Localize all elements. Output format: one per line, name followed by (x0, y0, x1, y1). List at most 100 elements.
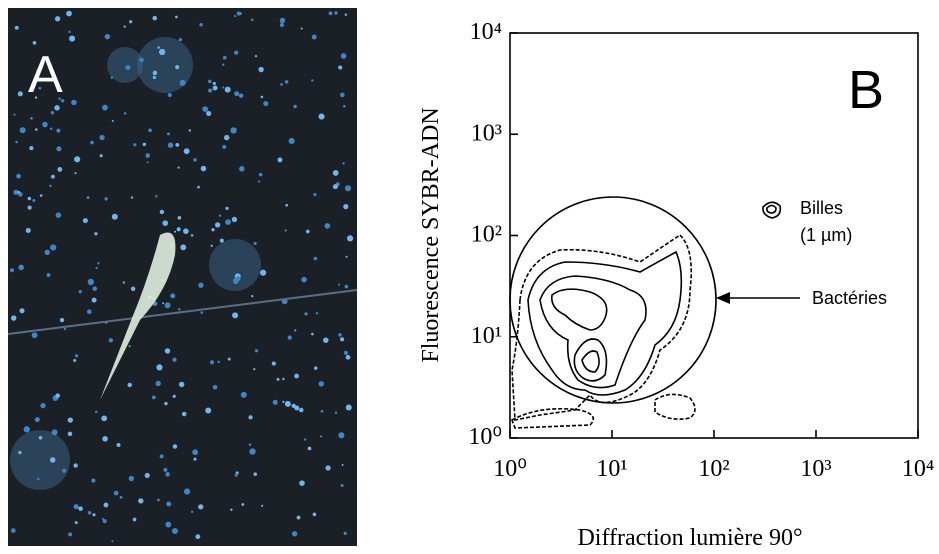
bacterium (190, 234, 194, 237)
bacterium (57, 166, 63, 172)
bacterium (167, 142, 174, 148)
bacterium (51, 429, 58, 436)
annotation: (1 µm) (800, 225, 852, 245)
bacterium (208, 79, 212, 84)
bacterium (18, 264, 24, 271)
bacterium (343, 104, 346, 108)
bacterium (177, 166, 180, 169)
bacterium (148, 128, 152, 133)
bacterium (294, 405, 300, 411)
bacterium (27, 205, 32, 210)
bacterium (307, 446, 312, 451)
bacterium (108, 338, 114, 343)
bacterium (91, 478, 96, 483)
bacterium (345, 255, 348, 258)
bacterium (209, 360, 215, 365)
bacterium (67, 417, 73, 423)
bacterium (159, 209, 165, 215)
bacterium (175, 65, 180, 70)
bacterium (320, 409, 324, 413)
bacterium (14, 25, 19, 30)
bacterium (74, 156, 81, 163)
bacterium (287, 335, 292, 340)
bacterium (61, 99, 65, 103)
bacterium (338, 432, 345, 439)
arrow-head (716, 292, 730, 304)
bacterium (152, 75, 156, 80)
bacterium (344, 185, 352, 192)
bacterium (319, 435, 323, 438)
bacterium (179, 79, 186, 86)
bacterium (311, 79, 314, 82)
bacterium (50, 174, 55, 179)
bacterium (103, 502, 109, 508)
bacterium (235, 276, 241, 282)
bacterium (193, 158, 197, 162)
bacterium (271, 361, 276, 366)
y-tick-label: 10¹ (471, 323, 502, 349)
bacterium (225, 206, 229, 211)
bacterium (32, 198, 36, 203)
bacterium (198, 282, 204, 288)
bacterium (87, 278, 95, 286)
bacterium (86, 309, 92, 315)
bacterium (39, 194, 43, 197)
bacterium (210, 244, 213, 247)
bacterium (167, 92, 172, 98)
bacterium (73, 504, 79, 510)
bacterium (253, 368, 256, 371)
bacterium (146, 161, 149, 164)
contour-line (573, 338, 608, 382)
bacterium (86, 196, 90, 200)
bacterium (234, 473, 238, 477)
photo-background (8, 8, 357, 546)
glow (209, 239, 261, 291)
bacterium (44, 249, 50, 255)
bacterium (36, 68, 40, 72)
bacterium (299, 407, 304, 413)
bacterium (99, 154, 103, 158)
bacterium (40, 402, 46, 409)
bacterium (164, 302, 171, 309)
bacterium (193, 457, 197, 461)
bacterium (110, 76, 114, 79)
bacterium (225, 219, 231, 225)
bacterium (50, 111, 55, 115)
bacterium (311, 34, 317, 40)
x-tick-label: 10⁴ (902, 456, 934, 482)
bacterium (113, 490, 119, 496)
bacterium (195, 534, 201, 540)
bacterium (261, 504, 264, 507)
bacterium (91, 297, 97, 303)
bacterium (178, 381, 185, 388)
bacterium (341, 463, 344, 466)
bacterium (202, 106, 209, 112)
bacterium (212, 85, 218, 91)
bacterium (177, 216, 182, 220)
bacterium (67, 431, 73, 437)
y-tick-label: 10² (471, 222, 502, 248)
bacterium (17, 190, 20, 194)
bacterium (178, 37, 183, 42)
x-tick-label: 10³ (800, 456, 831, 482)
bacterium (180, 244, 187, 251)
bacterium (128, 344, 131, 348)
bacterium (13, 113, 16, 116)
bacterium (37, 477, 40, 481)
bacterium (102, 519, 107, 524)
bacterium (111, 540, 114, 543)
x-tick-label: 10¹ (596, 456, 627, 482)
bacterium (104, 197, 108, 201)
bacterium (296, 515, 301, 520)
bacterium (97, 262, 100, 265)
bacterium (234, 15, 237, 18)
bacterium (199, 23, 203, 27)
bacterium (165, 521, 172, 528)
bacterium (325, 465, 331, 471)
bacterium (55, 212, 62, 218)
bacterium (176, 227, 181, 232)
bacterium (313, 256, 318, 261)
bacterium (200, 165, 207, 172)
bacterium (293, 104, 297, 109)
